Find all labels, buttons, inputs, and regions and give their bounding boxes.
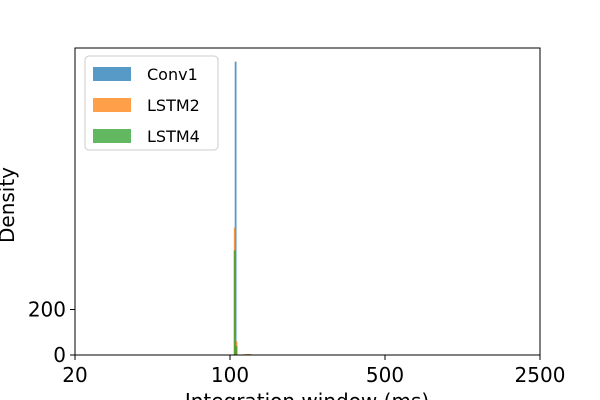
y-tick-label: 0 [53, 343, 66, 367]
x-tick-label: 2500 [515, 363, 566, 387]
legend-label-conv1: Conv1 [147, 65, 198, 84]
legend-label-lstm4: LSTM4 [147, 127, 200, 146]
y-tick-label: 200 [28, 298, 66, 322]
bar-lstm4-1 [235, 345, 238, 355]
bar-lstm4-0 [233, 250, 236, 355]
y-axis-ticks: 0 200 [28, 298, 75, 367]
x-tick-label: 100 [211, 363, 249, 387]
legend: Conv1 LSTM2 LSTM4 [84, 55, 219, 151]
x-tick-label: 20 [62, 363, 87, 387]
x-axis-ticks: 20 100 500 2500 [62, 355, 565, 387]
legend-label-lstm2: LSTM2 [147, 96, 200, 115]
legend-swatch-lstm4 [93, 129, 131, 143]
y-axis-label: Density [0, 167, 19, 243]
legend-swatch-conv1 [93, 67, 131, 81]
plot-frame [74, 47, 541, 356]
x-axis-label: Integration window (ms) [185, 389, 429, 400]
bar-conv1-0 [234, 61, 237, 356]
legend-swatch-lstm2 [93, 98, 131, 112]
x-tick-label: 500 [366, 363, 404, 387]
